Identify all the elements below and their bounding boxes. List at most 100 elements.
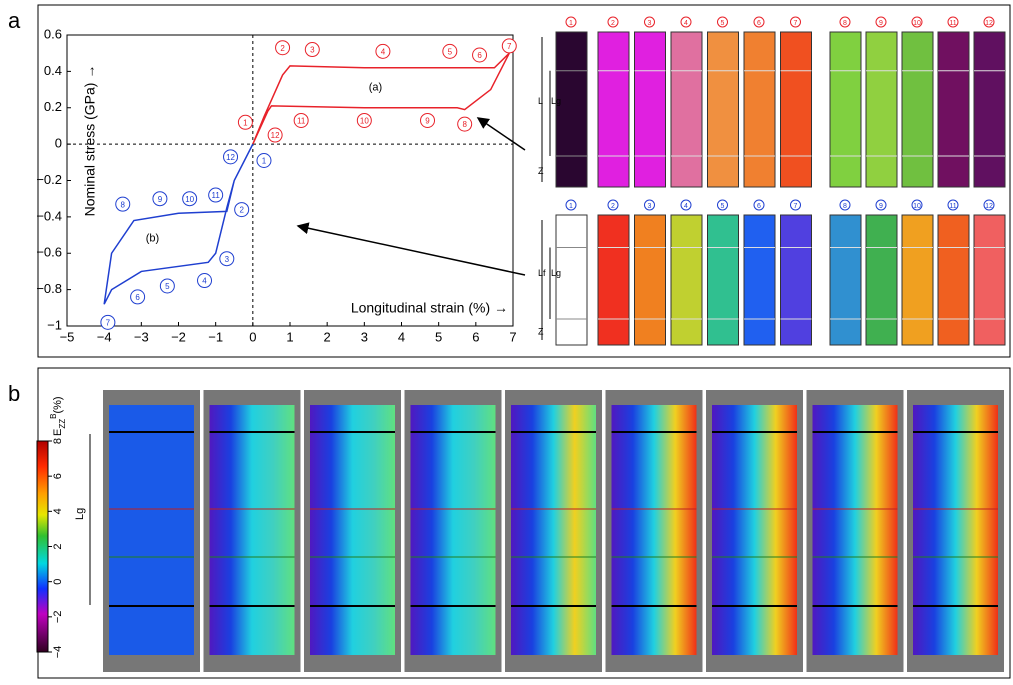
colorbar-tick-label: −2 [52,611,64,624]
photo-index: 6 [757,203,761,210]
photo-index-marker [983,16,995,28]
point-marker-label: 9 [158,195,163,204]
point-marker-label: 1 [262,157,267,166]
specimen-photo [780,214,812,346]
photo-index: 1 [569,20,573,27]
point-marker-label: 12 [226,153,235,162]
y-tick-label: −0.8 [36,281,62,296]
photo-index: 12 [985,20,993,27]
specimen-strain-map [611,405,697,655]
panel-label: a [8,8,21,33]
x-tick-label: 5 [435,329,442,344]
point-marker-label: 8 [121,200,126,209]
x-tick-label: −1 [208,329,223,344]
specimen-photo [937,31,970,188]
dim-label: Lg [551,268,561,278]
point-marker-label: 7 [507,42,512,51]
point-marker-label: 6 [477,51,482,60]
point-marker-label: 4 [381,47,386,56]
point-marker [356,112,372,128]
point-marker-label: 8 [462,120,467,129]
point-marker-label: 11 [212,191,221,200]
photo-index: 11 [949,203,956,210]
x-tick-label: 1 [286,329,293,344]
point-marker [115,196,131,212]
specimen-photo [780,31,812,188]
series-line [103,143,254,305]
y-tick-label: 0.4 [44,63,62,78]
photo-index: 1 [569,203,573,210]
series-label: (b) [146,233,159,245]
photo-index: 3 [648,20,652,27]
specimen-photo [670,214,703,346]
photo-index-marker [565,199,577,211]
point-marker [267,127,283,143]
x-tick-label: −5 [60,329,75,344]
photo-index-marker [717,199,728,211]
point-marker [234,202,250,218]
colorbar-label-part: E [52,429,64,436]
specimen-photo [865,214,898,346]
dim-label: Z [538,326,544,336]
specimen-photo [597,214,630,346]
colorbar-tick-label: 0 [52,579,64,585]
photo-index-marker [717,16,728,28]
series-line [252,52,510,145]
point-marker-label: 2 [239,206,244,215]
plot-frame [66,34,514,327]
point-marker [219,251,235,267]
photo-index-marker [644,199,655,211]
colorbar-label-part: (%) [52,396,64,413]
photo-index: 2 [611,203,615,210]
point-marker [197,273,213,289]
photo-index-marker [947,16,959,28]
point-marker-label: 10 [185,195,194,204]
photo-index-marker [607,199,619,211]
specimen-strain-map [310,405,395,655]
photo-index-marker [565,16,577,28]
colorbar-tick-label: 2 [52,543,64,549]
point-marker-label: 11 [297,117,306,126]
arrow [296,222,526,276]
photo-index: 7 [794,203,798,210]
photo-index: 6 [757,20,761,27]
photo-index-marker [680,16,692,28]
panel-label: b [8,381,20,406]
chart: −5 −4 −3 −2 −1 0 1 2 3 4 5 6 7−1−0.8−0.6−0.4−0.200.2… [36,26,517,344]
photo-index: 7 [794,20,798,27]
point-marker [237,114,253,130]
point-marker [152,191,168,207]
colorbar-tick-label: −4 [52,646,64,659]
specimen-photo [829,214,862,346]
specimen-photo [634,214,666,346]
photo-index: 8 [843,203,847,210]
specimen-photo [865,31,898,188]
dim-label: L [538,96,543,106]
photo-index-marker [753,199,765,211]
photo-index: 4 [684,203,688,210]
point-marker [457,116,473,132]
specimen-photo [937,214,970,346]
y-tick-label: 0.6 [44,26,62,41]
photo-index-marker [875,199,887,211]
photo-index: 4 [684,20,688,27]
photo-index: 5 [721,20,725,27]
x-tick-label: −2 [171,329,186,344]
y-tick-label: −0.6 [36,245,62,260]
photo-index: 9 [879,203,883,210]
photo-index: 8 [843,20,847,27]
point-marker-label: 5 [448,47,453,56]
photo-index: 11 [949,20,956,27]
photo-index-marker [680,199,692,211]
specimen-photo [597,31,630,188]
specimen-strain-map [410,405,496,655]
point-marker-label: 10 [360,117,369,126]
point-marker [304,42,320,58]
y-tick-label: −0.2 [36,172,62,187]
colorbar-label-part: ZZ [58,419,67,429]
point-marker-label: 9 [425,117,430,126]
panel-a-frame [37,4,1011,358]
specimen-photo [670,31,703,188]
